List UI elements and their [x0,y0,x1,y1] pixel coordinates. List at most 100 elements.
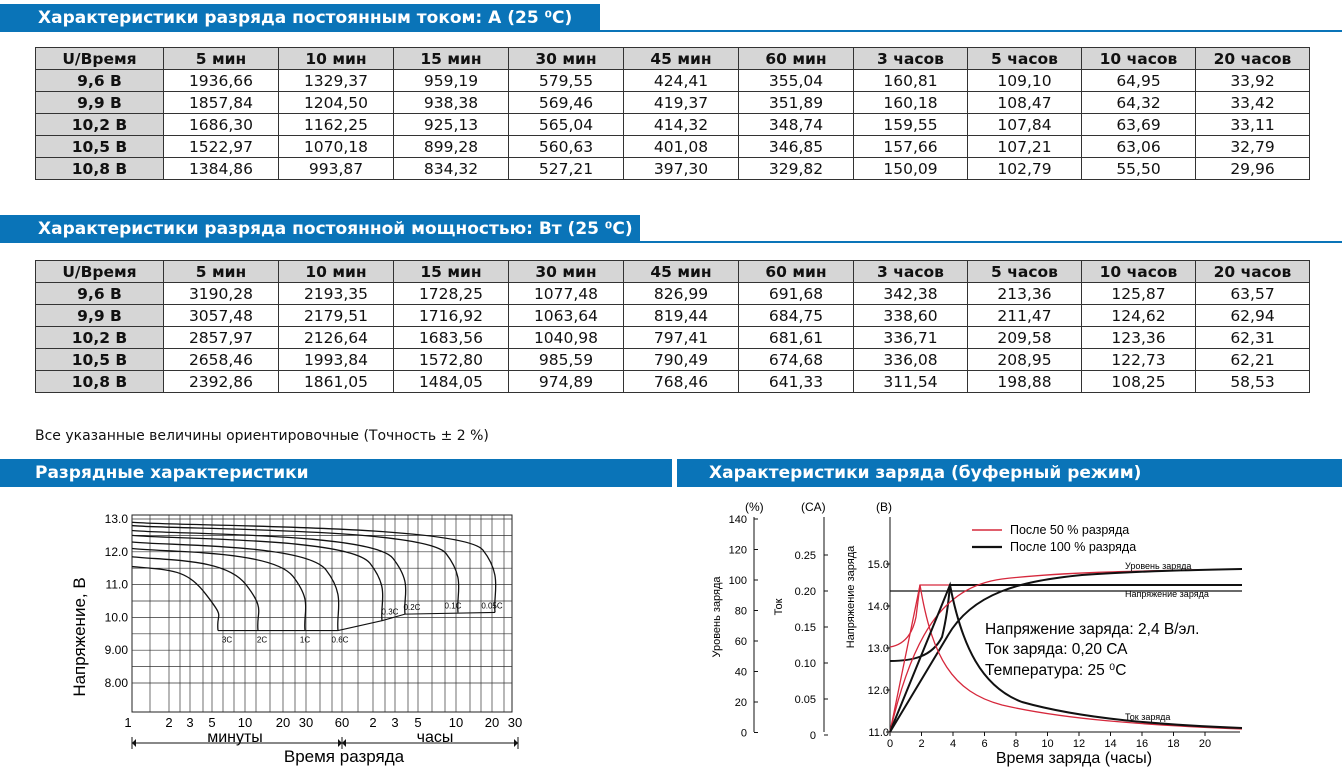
x-tick-label: 2 [165,715,172,730]
column-header: 10 часов [1081,47,1196,70]
discharge-curve [131,524,460,613]
discharge-xlabel: Время разряда [284,747,405,766]
left-tick-label: 20 [735,697,747,709]
table-cell: 124,62 [1081,304,1196,327]
table-cell: 993,87 [278,157,394,180]
column-header: 5 мин [163,260,279,283]
table-row: 10,2 В 1686,30 1162,25 925,13 565,04 414,32 34… [35,113,1310,136]
table-cell: 684,75 [738,304,854,327]
power-table: U/Время 5 мин 10 мин 15 мин 30 мин 45 мин 60 м… [35,260,1310,393]
table-cell: 336,08 [853,348,968,371]
banner-bg [0,4,600,32]
right-tick-label: 15.0 [868,559,889,571]
table-cell: 1683,56 [393,326,509,349]
table-cell: 63,57 [1195,282,1310,305]
discharge-curve [131,529,407,615]
y-tick-label: 10.0 [105,610,129,624]
right-tick-label: 12.0 [868,685,889,697]
table-cell: 1993,84 [278,348,394,371]
current-table: U/Время 5 мин 10 мин 15 мин 30 мин 45 мин 60 м… [35,47,1310,180]
table-cell: 1070,18 [278,135,394,158]
left-tick-label: 100 [729,575,747,587]
series-label: 1C [300,636,310,645]
table-cell: 959,19 [393,69,509,92]
column-header: 15 мин [393,260,509,283]
table-cell: 819,44 [623,304,739,327]
banner-bg [0,459,672,487]
series-label: 0.05C [481,601,503,610]
x-tick-label: 20 [1199,738,1211,750]
banner-charge: Характеристики заряда (буферный режим) [677,459,1342,487]
left-tick-label: 80 [735,606,747,618]
table-cell: 62,94 [1195,304,1310,327]
table-cell: 560,63 [508,135,624,158]
table-cell: 1686,30 [163,113,279,136]
table-cell: 62,31 [1195,326,1310,349]
banner-current-title: Характеристики разряда постоянным током:… [38,8,573,28]
table-cell: 797,41 [623,326,739,349]
column-header: 60 мин [738,47,854,70]
table-cell: 1329,37 [278,69,394,92]
table-cell: 64,32 [1081,91,1196,114]
banner-power: Характеристики разряда постоянной мощнос… [0,215,640,243]
x-tick-label: 8 [1013,738,1019,750]
series-label: 3C [222,636,232,645]
table-cell: 899,28 [393,135,509,158]
table-cell: 1936,66 [163,69,279,92]
table-cell: 150,09 [853,157,968,180]
x-tick-label: 3 [186,715,193,730]
table-cell: 107,84 [967,113,1082,136]
table-cell: 211,47 [967,304,1082,327]
right-tick-label: 11.0 [868,727,889,739]
column-header: 5 мин [163,47,279,70]
table-cell: 527,21 [508,157,624,180]
table-cell: 397,30 [623,157,739,180]
x-tick-label: 3 [391,715,398,730]
table-cell: 1861,05 [278,370,394,393]
charge-curve-label-voltage: Напряжение заряда [1125,589,1209,599]
table-row: 10,8 В 2392,86 1861,05 1484,05 974,89 768,46 6… [35,370,1310,393]
table-cell: 32,79 [1195,135,1310,158]
table-cell: 579,55 [508,69,624,92]
left-tick-label: 140 [729,514,747,526]
table-cell: 938,38 [393,91,509,114]
table-cell: 336,71 [853,326,968,349]
table-cell: 2658,46 [163,348,279,371]
table-cell: 691,68 [738,282,854,305]
table-row: 9,9 В 3057,48 2179,51 1716,92 1063,64 819,44 6… [35,304,1310,327]
table-cell: 674,68 [738,348,854,371]
left-tick-label: 0 [741,728,747,740]
table-cell: 1077,48 [508,282,624,305]
banner-discharge-title: Разрядные характеристики [35,463,309,483]
discharge-curve [131,565,220,631]
series-label: 2C [257,636,267,645]
x-tick-label: 10 [449,715,463,730]
x-tick-label: 5 [414,715,421,730]
x-tick-label: 2 [918,738,924,750]
table-cell: 1857,84 [163,91,279,114]
table-cell: 63,06 [1081,135,1196,158]
x-tick-label: 0 [887,738,893,750]
table-cell: 1572,80 [393,348,509,371]
table-cell: 1384,86 [163,157,279,180]
charge-legend-50: После 50 % разряда [1010,523,1129,537]
x-tick-label: 5 [208,715,215,730]
x-tick-label: 10 [1041,738,1053,750]
charge-left-axis-label: Уровень заряда [711,576,723,658]
table-cell: 102,79 [967,157,1082,180]
table-cell: 1063,64 [508,304,624,327]
charge-condition-temperature: Температура: 25 ⁰С [985,662,1126,679]
table-cell: 208,95 [967,348,1082,371]
series-label: 0.6C [332,636,349,645]
x-tick-label: 10 [238,715,252,730]
table-cell: 213,36 [967,282,1082,305]
x-tick-label: 6 [981,738,987,750]
table-cell: 125,87 [1081,282,1196,305]
x-tick-label: 1 [124,715,131,730]
voltage-curve-100 [889,584,1242,662]
plot-frame [131,514,513,713]
charge-condition-current: Ток заряда: 0,20 СА [985,641,1128,658]
table-cell: 33,11 [1195,113,1310,136]
middle-tick-label: 0.10 [795,658,816,670]
table-cell: 198,88 [967,370,1082,393]
